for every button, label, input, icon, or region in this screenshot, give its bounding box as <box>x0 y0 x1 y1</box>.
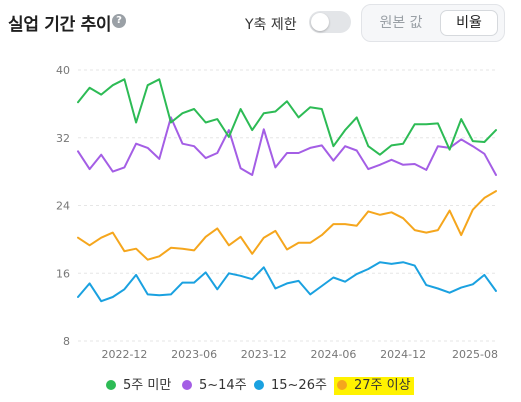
chart-series-lines <box>77 78 497 303</box>
legend-label: 5~14주 <box>199 378 247 393</box>
legend-label: 15~26주 <box>271 378 327 393</box>
legend-dot <box>106 380 116 390</box>
toggle-knob <box>311 13 329 31</box>
y-axis-limit-toggle[interactable] <box>309 11 351 33</box>
legend-item-15-26-weeks[interactable]: 15~26주 <box>254 377 327 395</box>
y-tick-label: 32 <box>56 132 70 145</box>
raw-value-button[interactable]: 원본 값 <box>379 15 423 31</box>
legend-label: 27주 이상 <box>354 378 411 393</box>
ratio-button[interactable]: 비율 <box>440 10 498 36</box>
legend-item-27-plus-weeks[interactable]: 27주 이상 <box>334 377 414 395</box>
x-tick-label: 2025-08 <box>452 348 498 361</box>
series-line <box>77 78 497 156</box>
y-axis-limit-label: Y축 제한 <box>245 17 297 33</box>
chart-header: 실업 기간 추이 ? Y축 제한 원본 값 비율 <box>0 0 521 50</box>
x-tick-label: 2024-06 <box>310 348 356 361</box>
question-circle-icon[interactable]: ? <box>112 14 126 28</box>
series-line <box>77 190 497 261</box>
x-tick-label: 2024-12 <box>380 348 426 361</box>
y-tick-label: 8 <box>63 335 70 348</box>
y-tick-label: 40 <box>56 64 70 77</box>
legend-dot <box>337 380 347 390</box>
series-line <box>77 261 497 303</box>
legend-label: 5주 미만 <box>123 378 172 393</box>
x-axis-tick-labels: 2022-12 2023-06 2023-12 2024-06 2024-12 2025-… <box>101 348 498 361</box>
x-tick-label: 2023-12 <box>241 348 287 361</box>
legend-item-5-14-weeks[interactable]: 5~14주 <box>182 377 247 395</box>
series-line <box>77 116 497 176</box>
value-mode-segmented-control: 원본 값 비율 <box>361 4 505 42</box>
legend-item-under-5-weeks[interactable]: 5주 미만 <box>106 377 171 395</box>
legend-dot <box>182 380 192 390</box>
chart-grid <box>78 69 496 342</box>
y-tick-label: 24 <box>56 200 70 213</box>
y-tick-label: 16 <box>56 267 70 280</box>
chart-legend: 5주 미만 5~14주 15~26주 27주 이상 <box>0 372 521 396</box>
legend-dot <box>254 380 264 390</box>
x-tick-label: 2022-12 <box>101 348 147 361</box>
y-axis-tick-labels: 8 16 24 32 40 <box>56 64 70 348</box>
chart-title: 실업 기간 추이 <box>8 15 112 35</box>
x-tick-label: 2023-06 <box>171 348 217 361</box>
